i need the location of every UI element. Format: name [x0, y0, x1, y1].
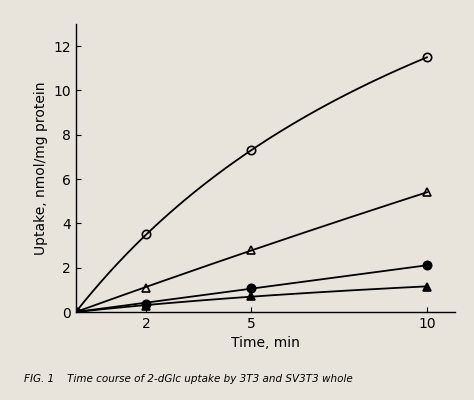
X-axis label: Time, min: Time, min	[231, 336, 300, 350]
Y-axis label: Uptake, nmol/mg protein: Uptake, nmol/mg protein	[34, 81, 48, 255]
Text: FIG. 1    Time course of 2-dGlc uptake by 3T3 and SV3T3 whole: FIG. 1 Time course of 2-dGlc uptake by 3…	[24, 374, 353, 384]
